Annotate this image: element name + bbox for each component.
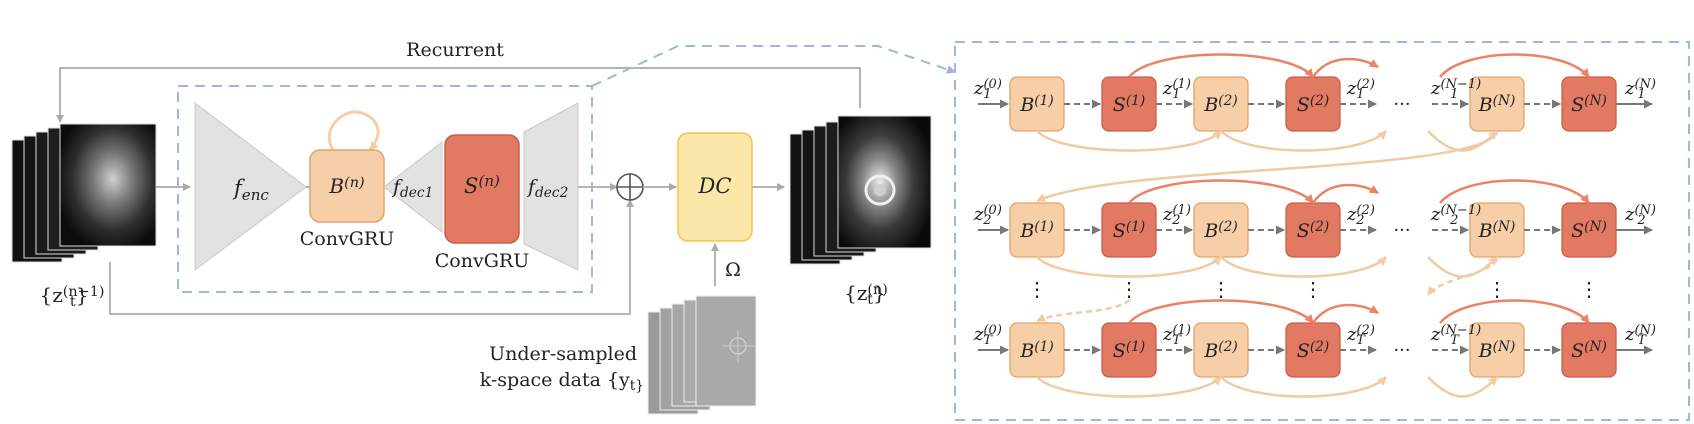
z-label: z(1) T: [1162, 323, 1191, 348]
encoder-label: fenc: [232, 176, 269, 204]
block-label: B(1): [1019, 339, 1053, 362]
block-label: S(N): [1571, 339, 1607, 362]
block-label: B(N): [1478, 339, 1516, 362]
convgru-label-1: ConvGRU: [300, 228, 394, 250]
unrolled-panel: [954, 41, 1690, 421]
skip-arc-red: [1311, 183, 1379, 204]
output-label: {z(n) t}: [844, 281, 888, 308]
input-label: {z(n−1) t}: [40, 283, 105, 310]
vdots: ⋮: [1487, 277, 1507, 301]
network-box: [177, 85, 593, 293]
encoder-block: [194, 101, 307, 271]
block-label: B(N): [1478, 219, 1516, 242]
z-label: z(N−1) 1: [1430, 77, 1481, 102]
z-label: z(1) 1: [1162, 77, 1191, 102]
ellipsis: ···: [1393, 220, 1410, 241]
skip-arc-red: [1439, 179, 1590, 204]
block-label: S(N): [1571, 93, 1607, 116]
block-label: B(1): [1019, 219, 1053, 242]
block-label: B(1): [1019, 93, 1053, 116]
b-block: [309, 149, 385, 223]
skip-arc-beige: [1427, 376, 1498, 398]
self-loop-arrow: [327, 110, 380, 151]
skip-arc-beige: [1036, 256, 1222, 278]
sum-node-icon: [616, 173, 644, 201]
block-label: B(N): [1478, 93, 1516, 116]
skip-arc-beige: [1427, 256, 1498, 278]
block-label: S(1): [1113, 219, 1145, 242]
z-label: z(1) 2: [1162, 203, 1191, 228]
skip-arc-beige: [1036, 130, 1222, 152]
block-label: S(N): [1571, 219, 1607, 242]
block-label: S(2): [1297, 339, 1329, 362]
vdots: ⋮: [1303, 277, 1323, 301]
zoom-connector: [591, 45, 956, 87]
s-block: [444, 134, 520, 244]
b-block-label: B(n): [328, 174, 364, 198]
ellipsis: ···: [1393, 340, 1410, 361]
z-label: z(0) T: [973, 323, 1002, 348]
row-recurrence-arrow: [1036, 132, 1499, 203]
z-label: z(N−1) 2: [1430, 203, 1481, 228]
skip-arc-red: [1128, 53, 1314, 78]
omega-label: Ω: [725, 259, 741, 281]
dc-label: DC: [698, 174, 732, 198]
z-label: z(2) 2: [1346, 203, 1375, 228]
z-label: z(2) 1: [1346, 77, 1375, 102]
output-image-stack: [789, 115, 932, 265]
decoder2-label: fdec2: [526, 176, 568, 201]
skip-arc-red: [1128, 299, 1314, 324]
skip-arc-red: [1439, 299, 1590, 324]
decoder1-label: fdec1: [391, 176, 433, 201]
unrolled-row-T: B(1) S(1) B(2) S(2) B(N) S(N) ··· z(0) T z(1) T z(2…: [973, 299, 1656, 398]
unrolled-row-2: B(1) S(1) B(2) S(2) B(N) S(N) ··· z(0) 2 z(1) 2 z(2…: [973, 179, 1656, 278]
z-label: z(0) 1: [973, 77, 1002, 102]
vdots: ⋮: [1119, 277, 1139, 301]
skip-arc-beige: [1220, 376, 1387, 398]
vdots: ⋮: [1579, 277, 1599, 301]
kspace-stack: [647, 295, 757, 415]
skip-arc-red: [1128, 179, 1314, 204]
block-label: S(1): [1113, 339, 1145, 362]
block-label: B(2): [1203, 339, 1237, 362]
block-label: S(1): [1113, 93, 1145, 116]
skip-arc-beige: [1220, 256, 1387, 278]
block-label: B(2): [1203, 219, 1237, 242]
block-label: S(2): [1297, 93, 1329, 116]
skip-arc-red: [1439, 53, 1590, 78]
skip-connection-arrow: [109, 199, 634, 315]
z-label: z(N) 1: [1624, 77, 1656, 102]
row-recurrence-arrow-dashed: [1036, 298, 1131, 323]
skip-arc-beige: [1036, 376, 1222, 398]
unrolled-rows: B(1) S(1) B(2) S(2) B(N) S(N) ··· z(0) 1 z(1) 1 z(2…: [973, 53, 1656, 398]
skip-arc-beige: [1220, 130, 1387, 152]
block-label: S(2): [1297, 219, 1329, 242]
vdots: ⋮: [1211, 277, 1231, 301]
recurrent-arrow: [56, 67, 861, 123]
z-label: z(2) T: [1346, 323, 1375, 348]
input-image-stack: [11, 123, 157, 263]
unrolled-row-1: B(1) S(1) B(2) S(2) B(N) S(N) ··· z(0) 1 z(1) 1 z(2…: [973, 53, 1656, 152]
skip-arc-red: [1311, 57, 1379, 78]
recurrent-label: Recurrent: [406, 39, 504, 61]
decoder2-block: [523, 102, 579, 271]
z-label: z(N−1) T: [1430, 323, 1481, 348]
z-label: z(N) T: [1624, 323, 1656, 348]
z-label: z(N) 2: [1624, 203, 1656, 228]
block-label: B(2): [1203, 93, 1237, 116]
vdots: ⋮: [1027, 277, 1047, 301]
convgru-label-2: ConvGRU: [435, 250, 529, 272]
kspace-label-line2: k-space data {yt}: [480, 369, 644, 394]
ellipsis: ···: [1393, 94, 1410, 115]
s-block-label: S(n): [464, 172, 500, 198]
skip-arc-red: [1311, 303, 1379, 324]
z-label: z(0) 2: [973, 203, 1002, 228]
row-recurrence-arrow-dashed-2: [1426, 258, 1499, 296]
kspace-label-line1: Under-sampled: [489, 343, 637, 365]
decoder1-block: [383, 140, 443, 234]
